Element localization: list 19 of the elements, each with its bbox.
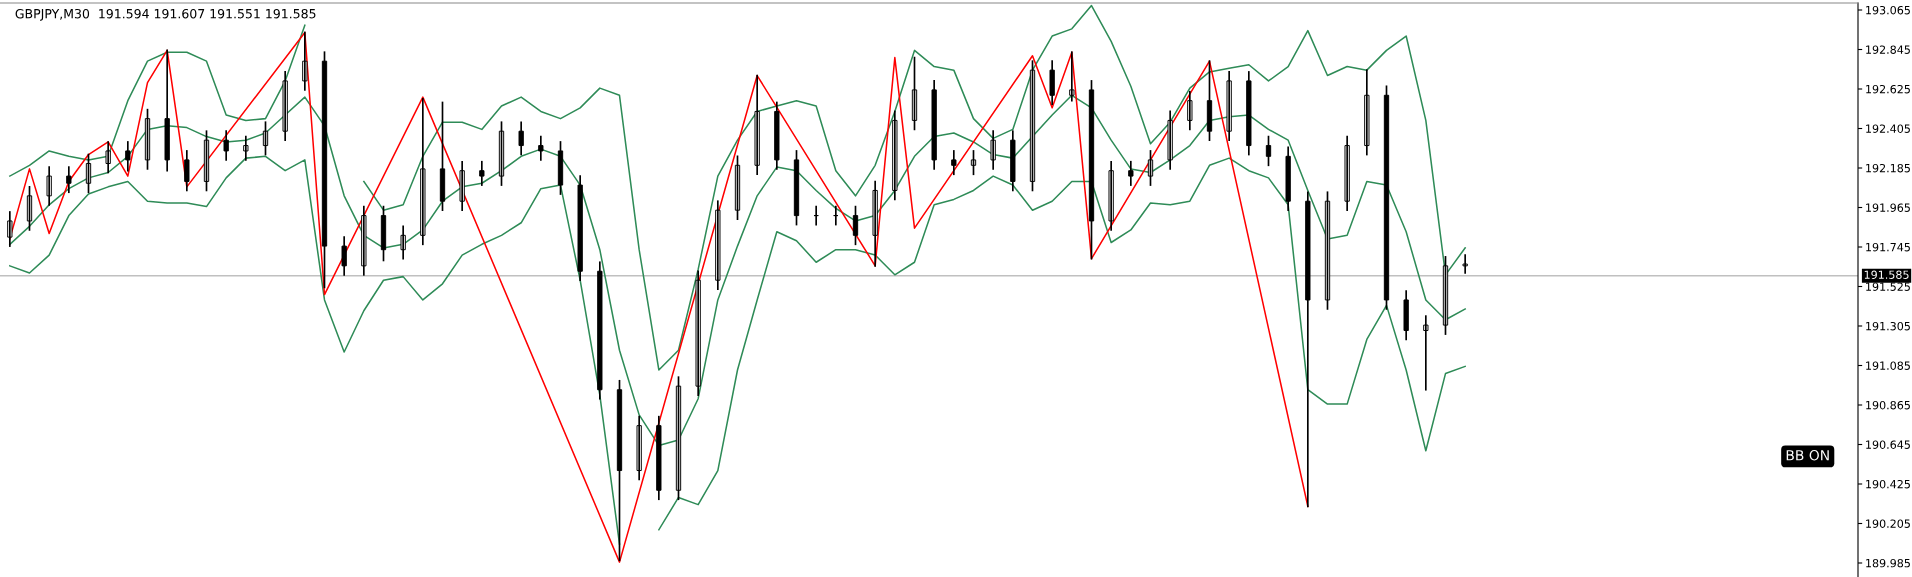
- y-tick-label: 190.425: [1866, 479, 1910, 489]
- y-tick-label: 191.525: [1866, 282, 1910, 291]
- chart-title: GBPJPY,M30 191.594 191.607 191.551 191.585: [15, 8, 316, 21]
- y-tick-label: 192.405: [1866, 124, 1910, 133]
- y-tick-label: 192.185: [1866, 163, 1910, 173]
- candlestick: [1462, 254, 1468, 274]
- y-tick-label: 191.305: [1866, 321, 1910, 331]
- y-tick-label: 193.065: [1866, 5, 1910, 15]
- y-tick-label: 190.645: [1866, 440, 1910, 449]
- text: BB ON: [1786, 449, 1829, 461]
- y-tick-label: 190.865: [1866, 400, 1910, 410]
- y-tick-label: 191.085: [1866, 361, 1910, 370]
- y-tick-label: 191.745: [1866, 242, 1910, 252]
- y-tick-label: 192.845: [1866, 45, 1910, 54]
- y-tick-label: 191.965: [1866, 203, 1910, 212]
- y-tick-label: 189.985: [1866, 558, 1910, 568]
- ref-line-label: 191.585: [1864, 270, 1909, 279]
- y-tick-label: 192.625: [1866, 84, 1910, 94]
- y-tick-label: 190.205: [1866, 519, 1910, 528]
